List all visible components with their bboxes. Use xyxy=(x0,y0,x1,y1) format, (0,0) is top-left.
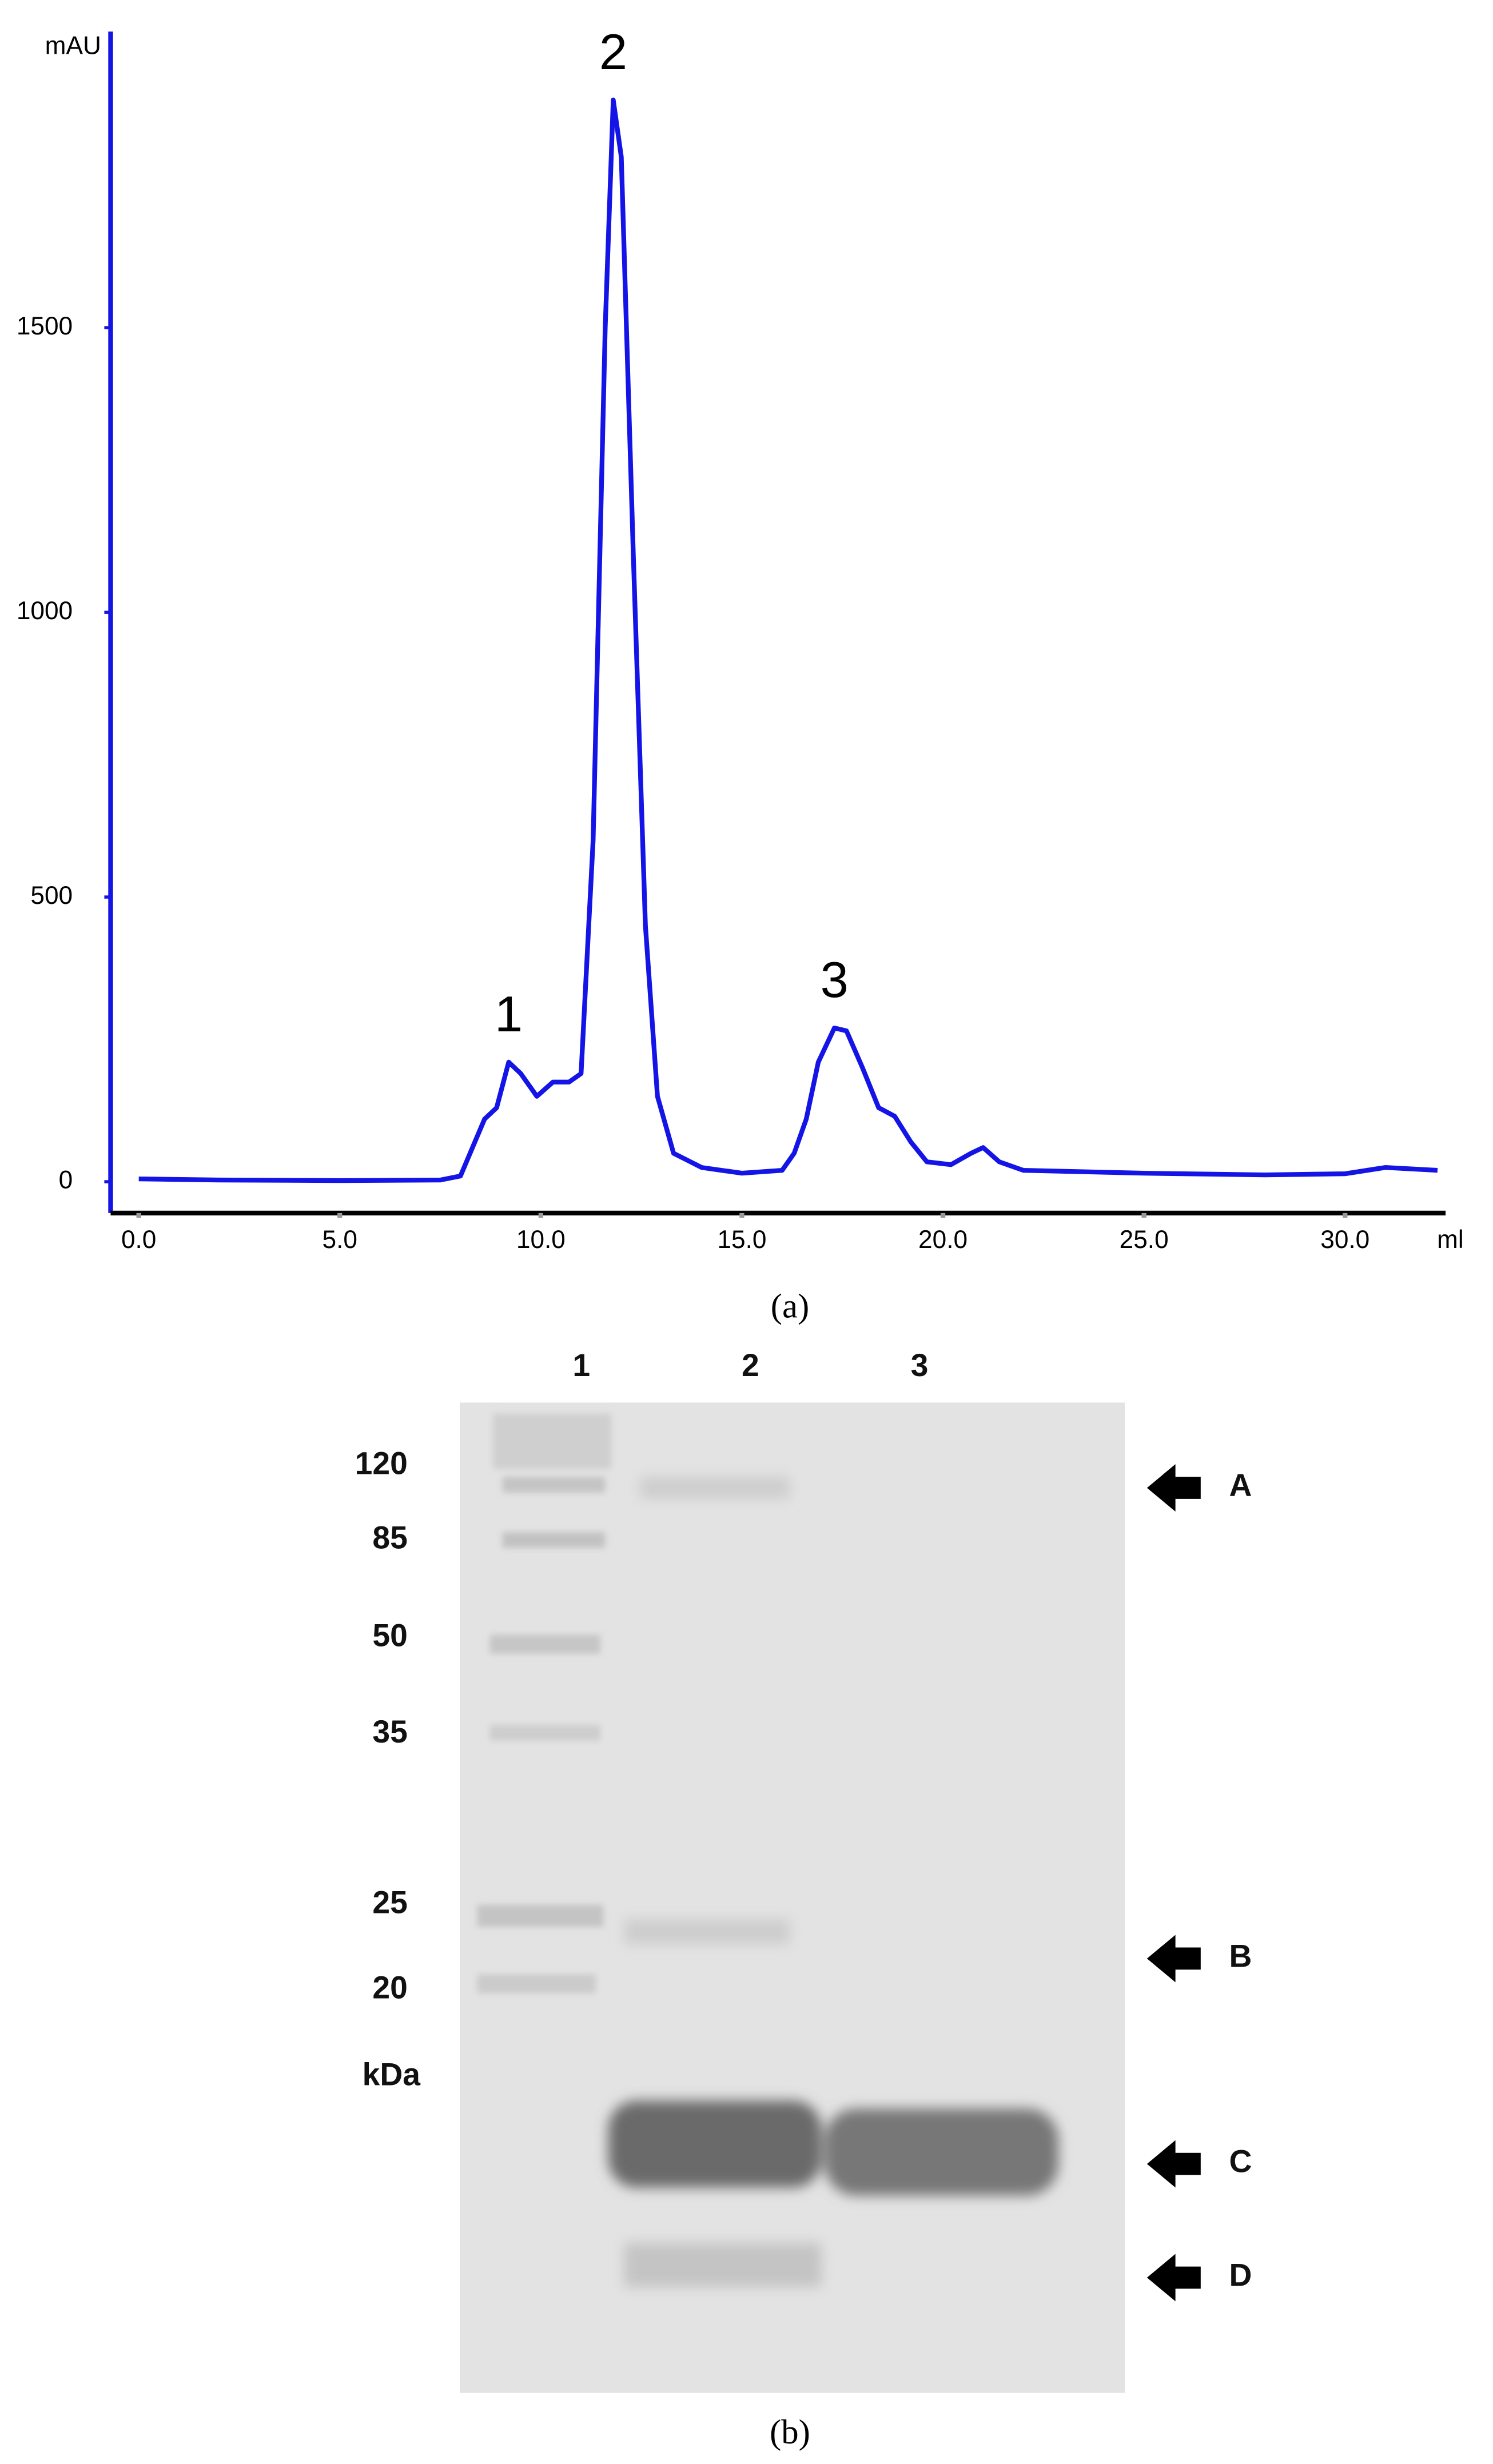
unit-label: kDa xyxy=(363,2057,421,2092)
lane-label: 3 xyxy=(911,1347,929,1383)
peak-label: 2 xyxy=(599,23,627,80)
lane-label: 2 xyxy=(742,1347,759,1383)
chromatogram: mAU ml 0 500 1000 1500 0.0 5.0 10.0 15.0 20.0 25.0 3… xyxy=(17,23,1464,1254)
arrow-label: A xyxy=(1229,1468,1252,1503)
x-tick-label: 15.0 xyxy=(717,1226,766,1254)
x-tick-label: 25.0 xyxy=(1120,1226,1169,1254)
caption: (b) xyxy=(770,2413,810,2451)
x-tick-label: 5.0 xyxy=(323,1226,357,1254)
marker-label: 35 xyxy=(372,1714,407,1749)
caption: (a) xyxy=(771,1287,809,1325)
gel-background xyxy=(460,1402,1125,2393)
marker-label: 120 xyxy=(355,1445,408,1481)
marker-label: 50 xyxy=(372,1618,407,1653)
gel: 1 2 3 120 85 50 35 25 20 kDa A B C D xyxy=(355,1347,1252,2393)
lane-label: 1 xyxy=(572,1347,590,1383)
arrows xyxy=(1146,1464,1201,2302)
x-tick-label: 0.0 xyxy=(121,1226,156,1254)
y-tick-label: 0 xyxy=(59,1166,73,1194)
peak-label: 3 xyxy=(821,951,849,1008)
x-tick-label: 20.0 xyxy=(918,1226,968,1254)
sample-bands xyxy=(608,1477,1059,2287)
peak-label: 1 xyxy=(495,986,523,1042)
marker-label: 20 xyxy=(372,1970,407,2006)
y-tick-label: 1500 xyxy=(17,312,73,340)
x-axis-label: ml xyxy=(1437,1226,1464,1254)
x-tick-label: 10.0 xyxy=(516,1226,566,1254)
y-tick-label: 1000 xyxy=(17,597,73,625)
x-tick-label: 30.0 xyxy=(1320,1226,1369,1254)
chromatogram-line xyxy=(138,97,1438,1183)
arrow-label: C xyxy=(1229,2144,1252,2179)
ladder-bands xyxy=(477,1413,612,1993)
marker-label: 25 xyxy=(372,1885,407,1920)
arrow-label: D xyxy=(1229,2258,1252,2293)
arrow-label: B xyxy=(1229,1938,1252,1973)
y-axis-label: mAU xyxy=(45,32,101,60)
y-tick-label: 500 xyxy=(30,882,73,910)
marker-label: 85 xyxy=(372,1520,407,1555)
